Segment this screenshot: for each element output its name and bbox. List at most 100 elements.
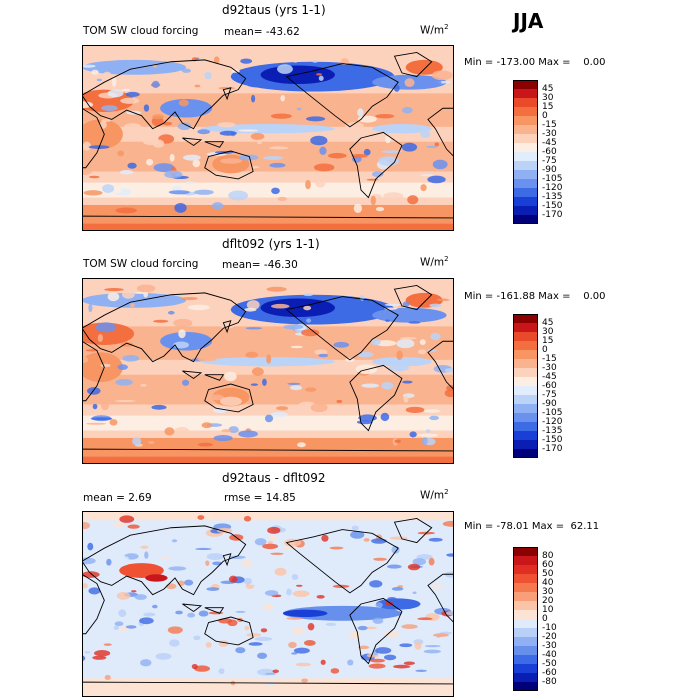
legend-label: -170 [542,210,563,220]
legend-label: -30 [542,641,557,651]
legend-label: -15 [542,120,557,130]
legend-label: -75 [542,156,557,166]
panel-2-map [82,278,454,464]
legend-swatch [513,583,538,592]
legend-swatch [513,359,538,368]
legend-swatch [513,332,538,341]
legend-label: 15 [542,336,554,346]
legend-label: -45 [542,372,557,382]
panel-2-map-svg [82,278,454,464]
panel-2-variable: TOM SW cloud forcing [83,258,199,270]
legend-swatch [513,664,538,673]
legend-swatch [513,682,538,691]
legend-swatch [513,350,538,359]
legend-swatch [513,628,538,637]
legend-swatch [513,125,538,134]
legend-label: -105 [542,174,563,184]
legend-label: 50 [542,569,554,579]
legend-swatch [513,368,538,377]
season-label: JJA [513,9,544,33]
legend-label: 15 [542,102,554,112]
legend-label: 45 [542,84,554,94]
legend-label: 30 [542,93,554,103]
panel-1-minmax: Min = -173.00 Max = 0.00 [464,57,606,68]
panel-1-mean: mean= -43.62 [224,26,300,38]
legend-label: -45 [542,138,557,148]
panel-1-variable: TOM SW cloud forcing [83,25,199,37]
legend-label: -50 [542,659,557,669]
legend-swatch [513,188,538,197]
legend-swatch [513,556,538,565]
legend-swatch [513,601,538,610]
legend-swatch [513,431,538,440]
legend-label: -90 [542,165,557,175]
legend-label: -60 [542,668,557,678]
legend-label: -60 [542,381,557,391]
legend-swatch [513,197,538,206]
legend-label: 0 [542,345,548,355]
panel-2-units: W/m2 [420,255,449,269]
legend-label: 30 [542,327,554,337]
panel-1-map-svg [82,45,454,231]
panel-2-title: dflt092 (yrs 1-1) [222,237,320,251]
legend-label: -40 [542,650,557,660]
legend-swatch [513,323,538,332]
legend-swatch [513,152,538,161]
legend-label: 20 [542,596,554,606]
legend-swatch [513,404,538,413]
legend-label: -60 [542,147,557,157]
legend-swatch [513,116,538,125]
panel-3-minmax: Min = -78.01 Max = 62.11 [464,521,600,532]
panel-1-legend: 45 30 15 0 -15 -30 -45 -60 -75 -90 -105 -120 -135 -15… [513,80,593,225]
legend-swatch [513,637,538,646]
legend-swatch [513,592,538,601]
legend-swatch [513,206,538,215]
legend-label: 30 [542,587,554,597]
panel-2-mean: mean= -46.30 [222,259,298,271]
panel-2-legend: 45 30 15 0 -15 -30 -45 -60 -75 -90 -105 -120 -135 -15… [513,314,593,459]
legend-swatch [513,655,538,664]
legend-label: 0 [542,111,548,121]
legend-label: 40 [542,578,554,588]
legend-swatch [513,107,538,116]
legend-label: -105 [542,408,563,418]
legend-swatch [513,80,538,89]
panel-2-minmax: Min = -161.88 Max = 0.00 [464,291,606,302]
legend-swatch [513,314,538,323]
legend-label: -150 [542,201,563,211]
panel-3-rmse: rmse = 14.85 [224,492,296,504]
legend-swatch [513,413,538,422]
legend-label: -120 [542,417,563,427]
legend-label: -170 [542,444,563,454]
legend-swatch [513,341,538,350]
panel-3-title: d92taus - dflt092 [222,471,326,485]
legend-swatch [513,395,538,404]
panel-1-title: d92taus (yrs 1-1) [222,3,326,17]
legend-swatch [513,386,538,395]
legend-label: -80 [542,677,557,687]
legend-label: 0 [542,614,548,624]
panel-3-legend: 80 60 50 40 30 20 10 0 -10 -20 -30 -40 -50 -60 -80 [513,547,593,692]
legend-label: 80 [542,551,554,561]
legend-label: 45 [542,318,554,328]
legend-swatch [513,89,538,98]
panel-1-units: W/m2 [420,23,449,37]
legend-swatch [513,547,538,556]
legend-swatch [513,161,538,170]
panel-3-map [82,511,454,697]
panel-3-map-svg [82,511,454,697]
legend-swatch [513,215,538,224]
legend-swatch [513,619,538,628]
legend-swatch [513,134,538,143]
legend-swatch [513,98,538,107]
legend-swatch [513,440,538,449]
legend-swatch [513,646,538,655]
legend-label: 60 [542,560,554,570]
legend-swatch [513,422,538,431]
legend-label: -120 [542,183,563,193]
legend-swatch [513,170,538,179]
legend-label: -90 [542,399,557,409]
legend-swatch [513,377,538,386]
legend-label: -10 [542,623,557,633]
legend-label: -30 [542,363,557,373]
